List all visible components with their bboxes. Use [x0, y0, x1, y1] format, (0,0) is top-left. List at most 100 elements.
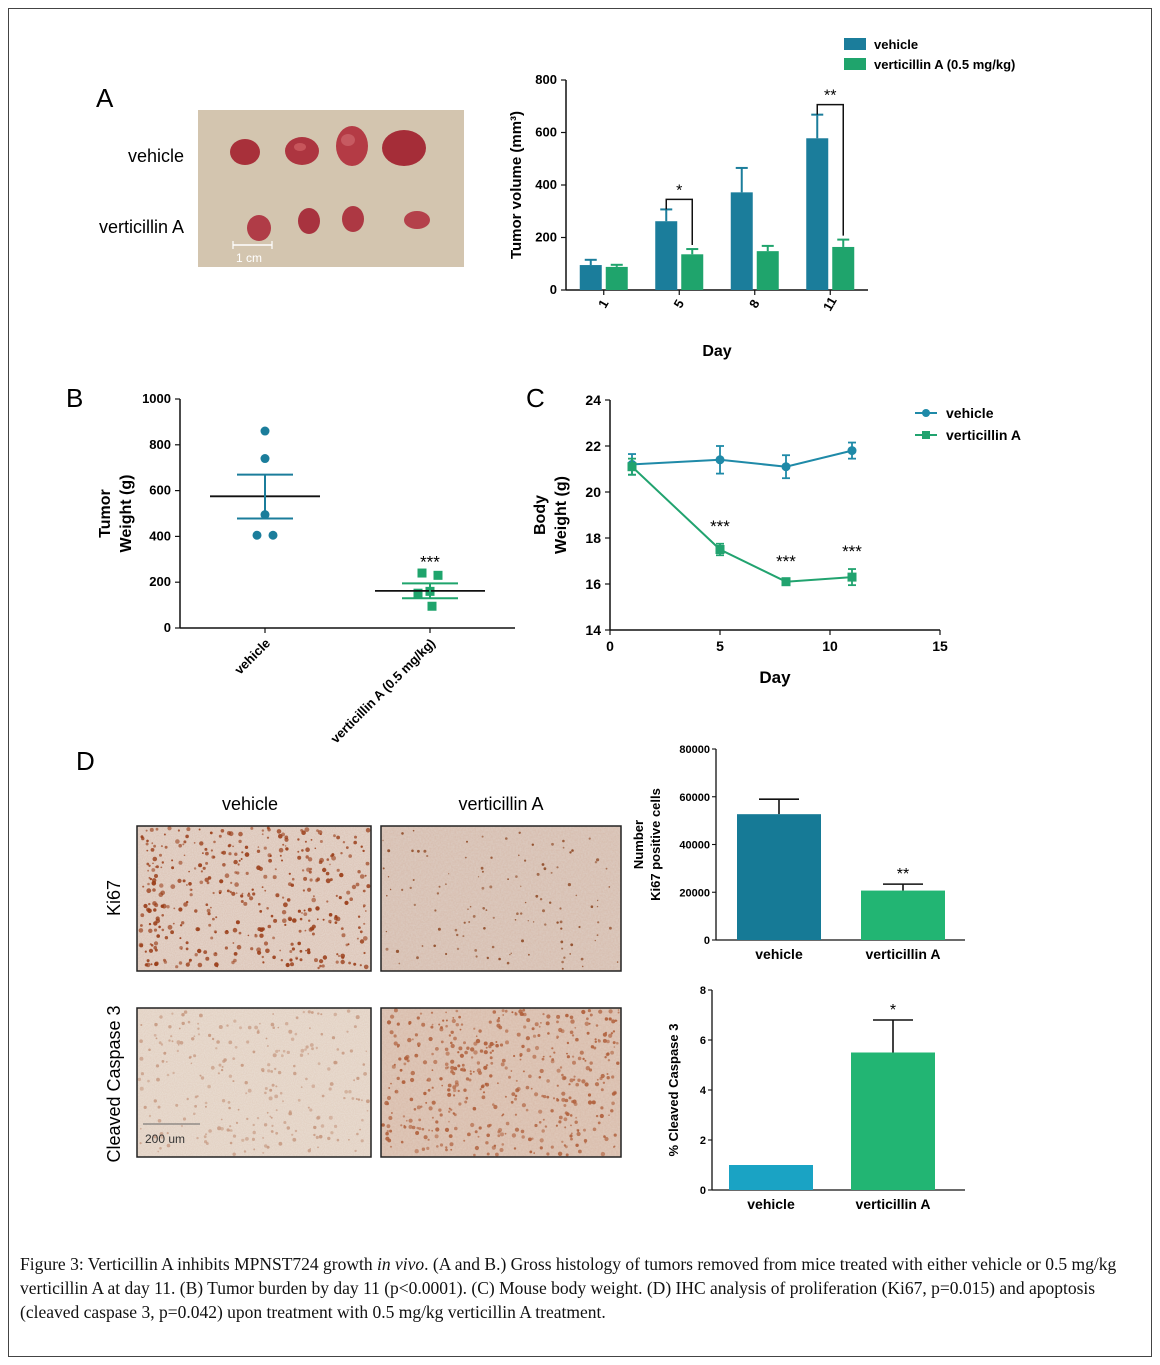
ihc-stain-dot	[519, 1058, 522, 1061]
ihc-stain-dot	[179, 946, 183, 950]
ihc-stain-dot	[351, 884, 357, 890]
ihc-stain-dot	[193, 867, 197, 870]
ihc-stain-dot	[360, 1139, 364, 1143]
ihc-stain-dot	[262, 1151, 265, 1154]
ihc-stain-dot	[270, 1022, 275, 1027]
ihc-stain-dot	[154, 948, 158, 952]
ihc-stain-dot	[282, 1100, 284, 1103]
ihc-stain-dot	[183, 902, 188, 907]
ihc-stain-dot	[541, 863, 545, 866]
ihc-stain-dot	[234, 882, 239, 887]
ihc-stain-dot	[528, 953, 530, 956]
ihc-stain-dot	[528, 1074, 532, 1079]
ihc-stain-dot	[328, 1087, 332, 1091]
ihc-stain-dot	[319, 964, 322, 968]
ihc-stain-dot	[214, 952, 217, 954]
ihc-stain-dot	[212, 855, 216, 859]
ihc-stain-dot	[291, 947, 295, 951]
ihc-stain-dot	[144, 950, 147, 953]
ihc-stain-dot	[345, 943, 349, 947]
ki67-chart: 0 20000 40000 60000 80000 vehicle verticillin …	[631, 744, 965, 962]
ihc-stain-dot	[447, 1092, 452, 1097]
ihc-stain-dot	[532, 921, 535, 923]
ihc-stain-dot	[153, 908, 157, 912]
ihc-stain-dot	[151, 868, 156, 872]
ihc-stain-dot	[473, 1041, 478, 1046]
ihc-stain-dot	[245, 1092, 248, 1095]
ihc-stain-dot	[587, 1100, 593, 1105]
ihc-stain-dot	[411, 1038, 414, 1041]
a-x-tick-label: 8	[746, 297, 763, 311]
ihc-stain-dot	[364, 874, 367, 877]
ihc-stain-dot	[448, 1034, 452, 1037]
ihc-stain-dot	[193, 842, 196, 844]
ihc-stain-dot	[458, 1046, 463, 1051]
ihc-stain-dot	[288, 1029, 293, 1034]
ihc-stain-dot	[613, 1046, 616, 1048]
ihc-stain-dot	[519, 1053, 523, 1057]
ihc-stain-dot	[433, 944, 437, 948]
ihc-stain-dot	[423, 1135, 428, 1140]
ihc-stain-dot	[600, 1151, 606, 1157]
ihc-stain-dot	[551, 842, 554, 846]
ihc-stain-dot	[602, 1081, 606, 1085]
ihc-stain-dot	[459, 1028, 462, 1031]
ihc-stain-dot	[531, 843, 534, 846]
ihc-stain-dot	[556, 1037, 559, 1040]
ihc-stain-dot	[521, 1103, 527, 1108]
panel-label-d: D	[76, 746, 95, 776]
ihc-stain-dot	[153, 928, 158, 932]
ihc-stain-dot	[485, 1141, 489, 1145]
ihc-stain-dot	[475, 1038, 481, 1044]
ihc-stain-dot	[454, 1080, 459, 1085]
ihc-stain-dot	[260, 1068, 265, 1072]
c-y-tick-label: 18	[585, 530, 601, 546]
ihc-stain-dot	[266, 907, 269, 910]
ihc-stain-dot	[246, 1040, 250, 1044]
ihc-stain-dot	[511, 1133, 517, 1138]
ihc-stain-dot	[515, 1088, 520, 1093]
ihc-stain-dot	[576, 1131, 581, 1137]
ihc-stain-dot	[317, 1012, 320, 1015]
ihc-stain-dot	[479, 1049, 484, 1053]
ihc-stain-dot	[423, 1091, 427, 1096]
ihc-stain-dot	[570, 1132, 573, 1135]
ihc-stain-dot	[438, 1023, 441, 1026]
ihc-stain-dot	[453, 1036, 457, 1041]
ihc-stain-dot	[267, 1069, 271, 1073]
ihc-stain-dot	[498, 957, 501, 961]
ihc-stain-dot	[448, 1110, 451, 1113]
ihc-stain-dot	[551, 1047, 554, 1050]
ihc-stain-dot	[602, 1032, 608, 1037]
d1-x-tick-label: verticillin A	[866, 946, 941, 962]
ihc-stain-dot	[438, 885, 441, 888]
ihc-stain-dot	[365, 827, 371, 833]
ihc-stain-dot	[159, 1132, 164, 1136]
ihc-stain-dot	[154, 1022, 158, 1027]
ihc-stain-dot	[159, 883, 164, 888]
ihc-stain-dot	[571, 1034, 575, 1037]
ihc-stain-dot	[526, 1048, 531, 1053]
ihc-stain-dot	[229, 1125, 232, 1128]
ihc-stain-dot	[264, 1144, 268, 1148]
tumor-weight-chart: 0 200 400 600 800 1000 vehicle verticillin A (0…	[97, 391, 515, 746]
ihc-stain-dot	[235, 1121, 239, 1124]
ihc-stain-dot	[556, 866, 559, 869]
ihc-stain-dot	[608, 1017, 612, 1021]
ihc-stain-dot	[470, 1047, 475, 1052]
ihc-stain-dot	[594, 861, 598, 864]
ihc-stain-dot	[388, 1116, 393, 1120]
ihc-stain-dot	[317, 830, 323, 835]
ihc-stain-dot	[497, 1082, 499, 1085]
ihc-stain-dot	[516, 912, 519, 915]
ihc-stain-dot	[515, 875, 518, 878]
ihc-stain-dot	[182, 1117, 187, 1121]
ihc-stain-dot	[283, 902, 288, 908]
a-x-tick-label: 11	[820, 294, 840, 313]
ihc-stain-dot	[247, 893, 251, 897]
ihc-stain-dot	[152, 878, 157, 883]
ihc-stain-dot	[333, 834, 336, 838]
ihc-stain-dot	[179, 924, 183, 927]
ihc-stain-dot	[546, 1152, 550, 1156]
ihc-stain-dot	[185, 834, 189, 839]
